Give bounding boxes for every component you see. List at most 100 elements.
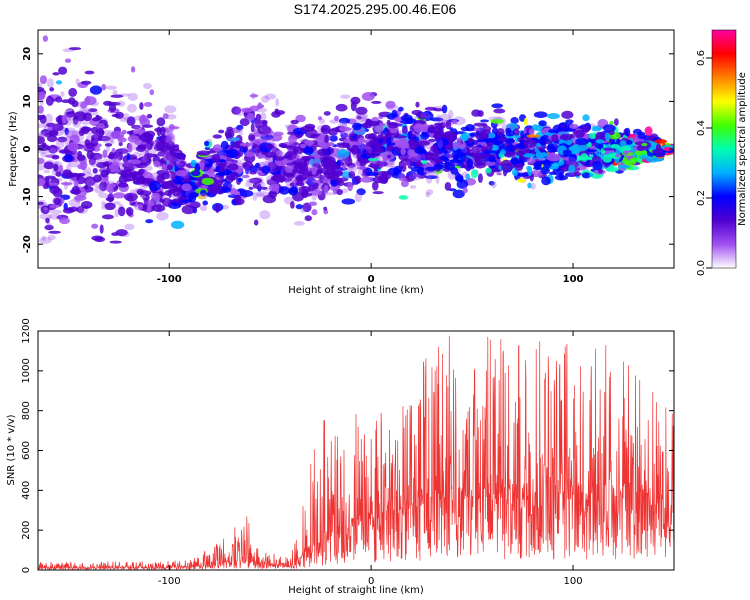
spectrogram-blob (444, 182, 452, 191)
spectrogram-blob (152, 204, 166, 212)
spectrogram-blob (166, 164, 174, 171)
spectrogram-blob (211, 154, 221, 163)
spectrogram-blob (148, 181, 161, 192)
spectrogram-blob (146, 140, 153, 151)
spectrogram-blob (38, 133, 50, 139)
spectrogram-blob (549, 171, 556, 175)
spectrogram-blob (102, 161, 112, 167)
spectrogram-blob (558, 172, 564, 181)
spectrogram-blob (52, 72, 60, 76)
spectrogram-blob (101, 83, 107, 91)
spectrogram-blob (95, 154, 103, 160)
spectrogram-blob (127, 135, 140, 143)
spectrogram-blob (425, 189, 434, 195)
spectrogram-blob (298, 186, 311, 194)
spectrogram-blob (142, 156, 149, 163)
spectrogram-blob (391, 109, 398, 119)
spectrogram-blob (85, 142, 95, 150)
spectrogram-blob (84, 176, 96, 187)
spectrogram-y-tick-label: -20 (22, 235, 33, 253)
spectrogram-blob (68, 47, 82, 51)
spectrogram-marks (38, 35, 674, 244)
spectrogram-blob (57, 136, 68, 143)
spectrogram-blob (146, 205, 152, 214)
spectrogram-blob (265, 134, 271, 140)
spectrogram-y-label: Frequency (Hz) (8, 111, 19, 187)
spectrogram-blob (414, 147, 427, 155)
spectrogram-blob (204, 140, 210, 147)
snr-x-ticks: -100 0 100 (158, 331, 583, 587)
spectrogram-blob (354, 113, 368, 123)
spectrogram-blob (116, 100, 126, 107)
spectrogram-blob (474, 152, 481, 159)
spectrogram-blob (64, 58, 72, 63)
spectrogram-blob (227, 163, 239, 171)
spectrogram-blob (300, 125, 314, 132)
spectrogram-blob (505, 127, 512, 134)
spectrogram-blob (408, 152, 421, 163)
spectrogram-blob (290, 201, 295, 209)
spectrogram-blob (68, 199, 81, 208)
spectrogram-blob (426, 106, 431, 112)
spectrogram-blob (272, 131, 284, 136)
spectrogram-blob (110, 164, 117, 169)
snr-x-label: Height of straight line (km) (288, 585, 424, 596)
spectrogram-blob (594, 147, 599, 155)
spectrogram-blob (614, 118, 619, 126)
spectrogram-blob (47, 234, 56, 241)
spectrogram-blob (39, 236, 52, 244)
spectrogram-blob (300, 207, 306, 214)
spectrogram-blob (60, 91, 65, 97)
spectrogram-blob (138, 203, 143, 210)
spectrogram-blob (72, 133, 79, 141)
spectrogram-blob (433, 131, 443, 140)
spectrogram-blob (302, 162, 309, 173)
spectrogram-blob (433, 163, 445, 170)
spectrogram-blob (162, 197, 170, 205)
spectrogram-blob (420, 112, 431, 119)
spectrogram-blob (466, 158, 474, 169)
spectrogram-blob (320, 142, 330, 149)
spectrogram-blob (91, 223, 99, 229)
spectrogram-blob (143, 102, 153, 107)
spectrogram-blob (97, 123, 105, 130)
spectrogram-blob (429, 157, 438, 165)
spectrogram-blob (400, 180, 409, 188)
spectrogram-blob (305, 159, 320, 170)
spectrogram-blob (386, 137, 392, 146)
spectrogram-blob (336, 149, 350, 159)
spectrogram-blob (534, 161, 542, 171)
spectrogram-blob (75, 78, 80, 85)
spectrogram-blob (139, 150, 147, 160)
spectrogram-blob (38, 135, 45, 145)
spectrogram-blob (88, 108, 98, 112)
spectrogram-blob (378, 122, 385, 127)
spectrogram-blob (511, 168, 519, 177)
spectrogram-blob (318, 168, 323, 174)
spectrogram-blob (275, 98, 280, 107)
spectrogram-blob (159, 198, 165, 203)
spectrogram-blob (226, 137, 239, 142)
spectrogram-blob (317, 116, 323, 121)
spectrogram-blob (220, 140, 229, 150)
spectrogram-blob (200, 189, 207, 197)
spectrogram-blob (196, 181, 203, 187)
spectrogram-blob (539, 152, 549, 157)
spectrogram-blob (293, 164, 299, 170)
spectrogram-blob (105, 197, 115, 202)
spectrogram-blob (58, 165, 64, 173)
spectrogram-blob (217, 159, 226, 163)
spectrogram-blob (488, 132, 496, 139)
spectrogram-blob (118, 206, 126, 217)
spectrogram-blob (43, 207, 48, 211)
spectrogram-blob (280, 143, 288, 148)
spectrogram-blob (341, 175, 349, 179)
spectrogram-blob (470, 169, 479, 179)
spectrogram-blob (93, 174, 102, 183)
spectrogram-blob (102, 134, 115, 144)
spectrogram-blob (585, 149, 597, 153)
spectrogram-blob (144, 130, 156, 138)
spectrogram-blob (402, 125, 408, 135)
spectrogram-blob (112, 192, 126, 199)
spectrogram-blob (300, 155, 312, 161)
